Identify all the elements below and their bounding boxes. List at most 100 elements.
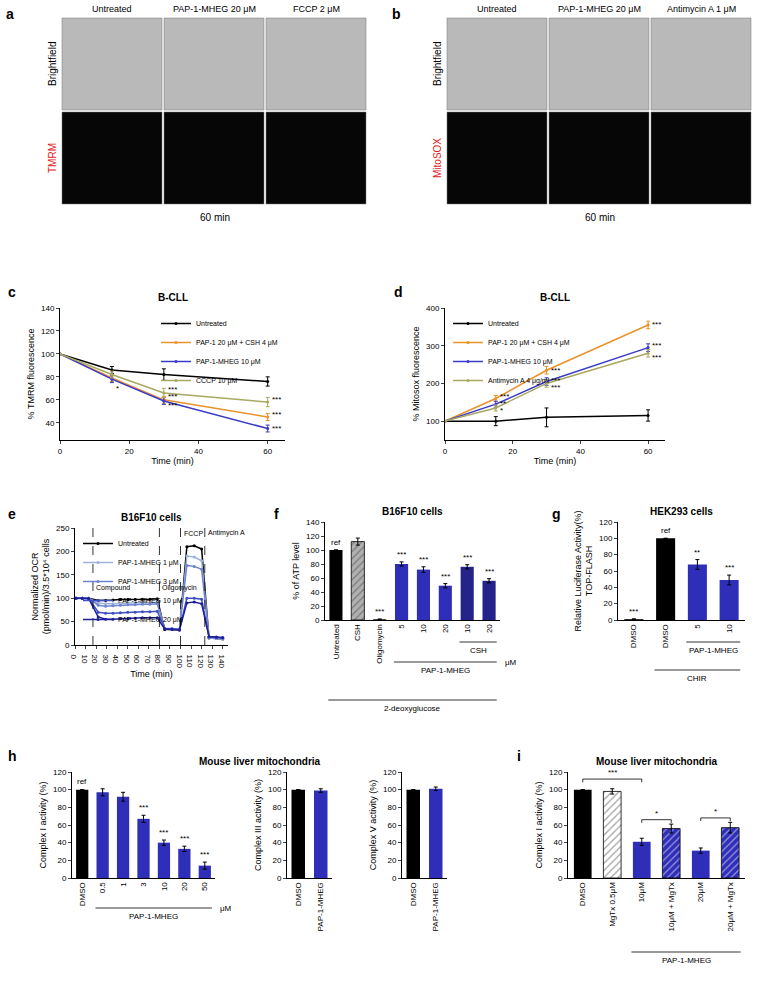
svg-text:***: ***	[608, 768, 617, 777]
svg-text:20: 20	[387, 856, 396, 865]
svg-text:40: 40	[553, 838, 562, 847]
svg-text:0: 0	[69, 655, 78, 660]
svg-text:2-deoxyglucose: 2-deoxyglucose	[384, 704, 441, 713]
svg-text:Compound: Compound	[96, 584, 130, 592]
svg-text:PAP-1-MHEG 10 μM: PAP-1-MHEG 10 μM	[118, 597, 183, 605]
svg-text:20μM + MgTx: 20μM + MgTx	[726, 882, 735, 931]
svg-text:B-CLL: B-CLL	[540, 292, 570, 303]
svg-text:**: **	[694, 548, 700, 557]
svg-text:***: ***	[272, 395, 281, 404]
svg-text:60 min: 60 min	[585, 212, 615, 223]
svg-text:60: 60	[272, 821, 281, 830]
svg-text:Mouse liver mitochondria: Mouse liver mitochondria	[596, 756, 718, 767]
svg-text:70: 70	[143, 655, 152, 664]
svg-text:5: 5	[693, 624, 702, 629]
svg-text:*: *	[655, 809, 658, 818]
svg-text:0: 0	[443, 447, 448, 456]
svg-text:Oligomycin: Oligomycin	[162, 584, 197, 592]
svg-text:80: 80	[153, 655, 162, 664]
svg-text:PAP-1-MHEG 1 μM: PAP-1-MHEG 1 μM	[118, 559, 179, 567]
svg-text:CCCP 10 μM: CCCP 10 μM	[196, 377, 237, 385]
svg-text:0: 0	[277, 874, 282, 883]
svg-text:Oligomycin: Oligomycin	[375, 624, 384, 664]
svg-text:***: ***	[397, 550, 406, 559]
svg-text:60: 60	[603, 567, 612, 576]
svg-text:FCCP 2 μM: FCCP 2 μM	[293, 4, 340, 14]
svg-text:100: 100	[426, 417, 440, 426]
svg-text:***: ***	[159, 828, 168, 837]
svg-text:0: 0	[392, 874, 397, 883]
svg-text:20: 20	[485, 624, 494, 633]
svg-text:120: 120	[196, 655, 205, 669]
svg-text:120: 120	[41, 327, 55, 336]
svg-text:20: 20	[603, 599, 612, 608]
svg-text:10μM + MgTx: 10μM + MgTx	[667, 882, 676, 931]
svg-text:120: 120	[268, 768, 282, 777]
svg-text:40: 40	[387, 838, 396, 847]
svg-text:10: 10	[725, 624, 734, 633]
svg-text:***: ***	[551, 383, 560, 392]
svg-text:***: ***	[500, 392, 509, 401]
svg-text:120: 120	[53, 768, 67, 777]
svg-text:i: i	[517, 748, 521, 764]
svg-text:40: 40	[45, 419, 54, 428]
svg-text:0: 0	[608, 616, 613, 625]
svg-text:100: 100	[41, 350, 55, 359]
svg-text:***: ***	[375, 607, 384, 616]
svg-text:50: 50	[60, 617, 69, 626]
svg-text:0.5: 0.5	[98, 882, 107, 894]
svg-text:0: 0	[62, 874, 67, 883]
svg-text:60: 60	[644, 447, 653, 456]
svg-text:Untreated: Untreated	[92, 4, 132, 14]
svg-text:20: 20	[180, 882, 189, 891]
svg-text:DMSO: DMSO	[409, 882, 418, 906]
svg-text:h: h	[8, 748, 17, 764]
svg-text:CSH: CSH	[470, 646, 487, 655]
svg-text:PAP-1-MHEG: PAP-1-MHEG	[689, 646, 738, 655]
svg-text:130: 130	[206, 655, 215, 669]
svg-text:400: 400	[426, 304, 440, 313]
svg-text:100: 100	[383, 785, 397, 794]
svg-text:FCCP: FCCP	[184, 530, 203, 537]
svg-text:HEK293 cells: HEK293 cells	[650, 506, 713, 517]
svg-text:80: 80	[387, 803, 396, 812]
svg-text:40: 40	[603, 583, 612, 592]
svg-text:c: c	[8, 284, 16, 300]
svg-text:***: ***	[441, 572, 450, 581]
svg-text:50: 50	[122, 655, 131, 664]
svg-text:30: 30	[101, 655, 110, 664]
svg-text:0: 0	[65, 641, 70, 650]
svg-text:Complex I activity (%): Complex I activity (%)	[534, 781, 544, 868]
svg-text:1: 1	[119, 882, 128, 887]
svg-text:20: 20	[125, 447, 134, 456]
svg-text:% TMRM fluorescence: % TMRM fluorescence	[26, 329, 36, 420]
svg-text:MgTx 0.5μM: MgTx 0.5μM	[608, 882, 617, 927]
svg-text:***: ***	[652, 320, 661, 329]
svg-text:PAP-1-MHEG 20 μM: PAP-1-MHEG 20 μM	[173, 4, 256, 14]
svg-text:PAP-1 20 μM + CSH 4 μM: PAP-1 20 μM + CSH 4 μM	[488, 339, 570, 347]
svg-text:Brightfield: Brightfield	[432, 42, 443, 86]
svg-text:***: ***	[200, 850, 209, 859]
svg-text:Antimycin A: Antimycin A	[208, 529, 245, 537]
svg-text:10μM: 10μM	[637, 882, 646, 903]
svg-text:20: 20	[553, 856, 562, 865]
svg-text:90: 90	[164, 655, 173, 664]
svg-text:0: 0	[315, 616, 320, 625]
svg-text:100: 100	[599, 534, 613, 543]
svg-text:μM: μM	[220, 904, 232, 913]
svg-text:Complex I activity (%): Complex I activity (%)	[38, 781, 48, 868]
svg-text:***: ***	[551, 366, 560, 375]
svg-text:80: 80	[310, 560, 319, 569]
svg-text:140: 140	[306, 518, 320, 527]
svg-text:20: 20	[441, 624, 450, 633]
svg-text:PAP-1 20 μM + CSH 4 μM: PAP-1 20 μM + CSH 4 μM	[196, 339, 278, 347]
svg-text:DMSO: DMSO	[578, 882, 587, 906]
svg-text:Untreated: Untreated	[196, 320, 227, 327]
svg-text:TMRM: TMRM	[47, 143, 58, 173]
svg-text:Complex V activity (%): Complex V activity (%)	[368, 780, 378, 871]
svg-text:*: *	[500, 406, 503, 415]
svg-text:b: b	[392, 6, 401, 22]
svg-text:DMSO: DMSO	[629, 624, 638, 648]
svg-text:100: 100	[175, 655, 184, 669]
svg-text:***: ***	[168, 392, 177, 401]
